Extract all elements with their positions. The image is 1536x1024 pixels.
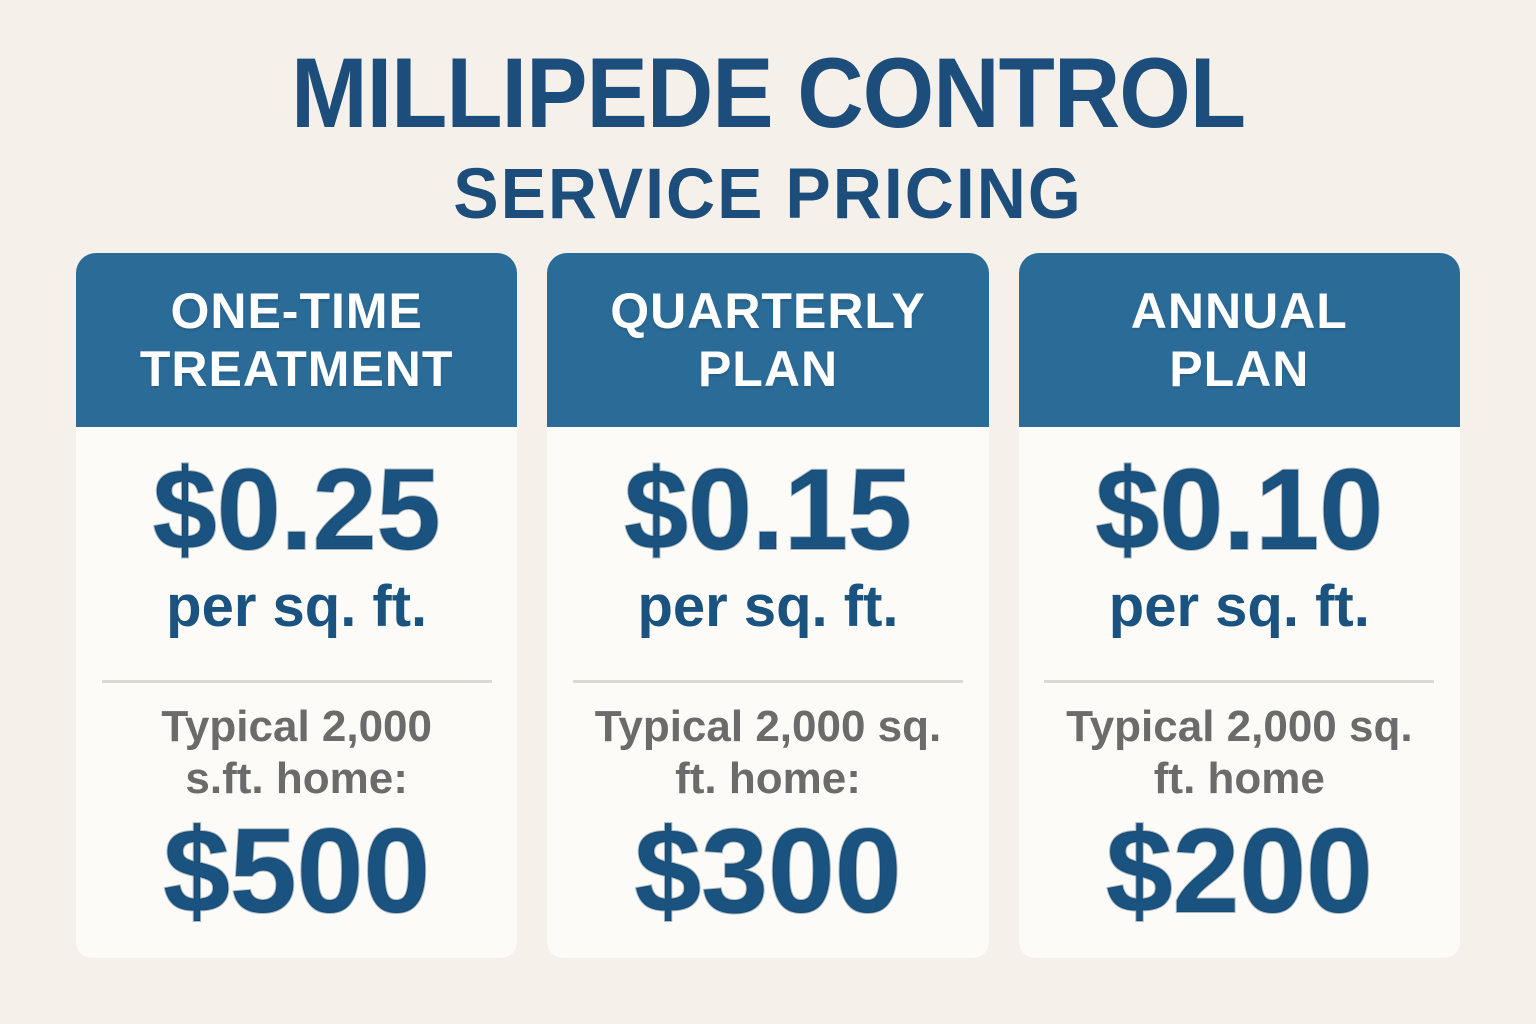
card-header-label-line1: QUARTERLY: [610, 283, 926, 339]
rate-value: $0.10: [1094, 446, 1384, 574]
total-price: $500: [162, 803, 431, 938]
divider: [572, 680, 963, 683]
rate-value: $0.25: [152, 446, 442, 574]
title-block: MILLIPEDE CONTROL SERVICE PRICING: [0, 0, 1536, 234]
card-header-label-line1: ANNUAL: [1130, 283, 1348, 339]
card-header: ANNUAL PLAN: [1018, 253, 1460, 427]
card-header-label-line1: ONE-TIME: [170, 283, 423, 339]
typical-home-note-line2: ft. home:: [675, 753, 861, 803]
total-price: $200: [1105, 803, 1374, 938]
typical-home-note: Typical 2,000 s.ft. home:: [161, 701, 432, 805]
card-header-label-line2: PLAN: [1169, 341, 1310, 397]
card-body: $0.15 per sq. ft. Typical 2,000 sq. ft. …: [547, 427, 988, 958]
card-body: $0.25 per sq. ft. Typical 2,000 s.ft. ho…: [76, 427, 517, 958]
card-header: QUARTERLY PLAN: [547, 253, 989, 427]
divider: [101, 680, 492, 683]
card-body: $0.10 per sq. ft. Typical 2,000 sq. ft. …: [1019, 427, 1460, 958]
rate-value: $0.15: [623, 446, 913, 574]
typical-home-note-line2: s.ft. home:: [185, 753, 408, 803]
typical-home-note-line1: Typical 2,000: [161, 702, 432, 751]
divider: [1044, 680, 1435, 683]
typical-home-note-line1: Typical 2,000 sq.: [594, 702, 942, 751]
rate-unit: per sq. ft.: [1108, 574, 1370, 639]
card-one-time-treatment: ONE-TIME TREATMENT $0.25 per sq. ft. Typ…: [76, 253, 518, 958]
rate-unit: per sq. ft.: [637, 574, 899, 639]
typical-home-note: Typical 2,000 sq. ft. home:: [595, 701, 941, 805]
typical-home-note-line1: Typical 2,000 sq.: [1066, 702, 1413, 751]
typical-home-note: Typical 2,000 sq. ft. home: [1066, 701, 1412, 805]
card-quarterly-plan: QUARTERLY PLAN $0.15 per sq. ft. Typical…: [547, 253, 989, 958]
pricing-cards: ONE-TIME TREATMENT $0.25 per sq. ft. Typ…: [76, 253, 1460, 958]
total-price: $300: [634, 803, 903, 938]
page-subtitle: SERVICE PRICING: [453, 153, 1083, 234]
card-header: ONE-TIME TREATMENT: [76, 253, 518, 427]
page-title: MILLIPEDE CONTROL: [290, 38, 1246, 149]
card-header-label-line2: TREATMENT: [139, 341, 454, 397]
card-header-label-line2: PLAN: [697, 341, 839, 397]
card-annual-plan: ANNUAL PLAN $0.10 per sq. ft. Typical 2,…: [1018, 253, 1460, 958]
rate-unit: per sq. ft.: [166, 574, 428, 639]
typical-home-note-line2: ft. home: [1153, 753, 1325, 803]
